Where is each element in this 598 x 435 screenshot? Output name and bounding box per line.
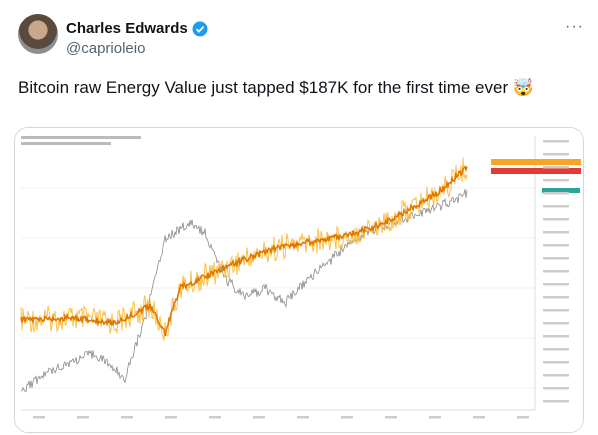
author-name[interactable]: Charles Edwards <box>66 20 188 37</box>
image-label <box>491 159 581 165</box>
image-tick <box>33 416 45 419</box>
chart-image <box>15 128 583 432</box>
image-tick <box>543 218 569 221</box>
image-tick <box>543 179 569 182</box>
image-axis-text <box>21 136 141 145</box>
image-tick <box>543 322 569 325</box>
image-tick <box>517 416 529 419</box>
image-tick <box>165 416 177 419</box>
image-tick <box>209 416 221 419</box>
image-tick <box>543 309 569 312</box>
author-handle[interactable]: @caprioleio <box>66 40 146 57</box>
image-tick <box>429 416 441 419</box>
image-tick <box>543 244 569 247</box>
image-tick <box>121 416 133 419</box>
image-tick <box>543 192 569 195</box>
image-tick <box>543 205 569 208</box>
image-tick <box>543 387 569 390</box>
image-tick <box>341 416 353 419</box>
image-tick <box>543 296 569 299</box>
image-tick <box>543 166 569 169</box>
image-tick <box>473 416 485 419</box>
image-tick <box>543 374 569 377</box>
more-button[interactable]: ··· <box>565 18 584 35</box>
image-tick <box>543 140 569 143</box>
image-tick <box>385 416 397 419</box>
image-energy-line <box>20 165 468 337</box>
image-tick <box>77 416 89 419</box>
image-tick <box>253 416 265 419</box>
image-tick <box>543 335 569 338</box>
image-tick <box>543 270 569 273</box>
image-tick <box>543 361 569 364</box>
verified-badge <box>192 21 208 37</box>
image-energy-band <box>20 157 468 341</box>
image-tick <box>543 348 569 351</box>
tweet-text: Bitcoin raw Energy Value just tapped $18… <box>18 78 534 97</box>
image-tick <box>543 153 569 156</box>
image-grid <box>21 187 535 389</box>
image-tick <box>297 416 309 419</box>
image-tick <box>543 400 569 403</box>
image-label <box>542 188 580 193</box>
image-tick <box>543 231 569 234</box>
avatar[interactable] <box>18 14 58 54</box>
image-label <box>491 168 581 174</box>
image-tick <box>543 257 569 260</box>
tweet-image[interactable] <box>14 127 584 433</box>
image-tick <box>543 283 569 286</box>
